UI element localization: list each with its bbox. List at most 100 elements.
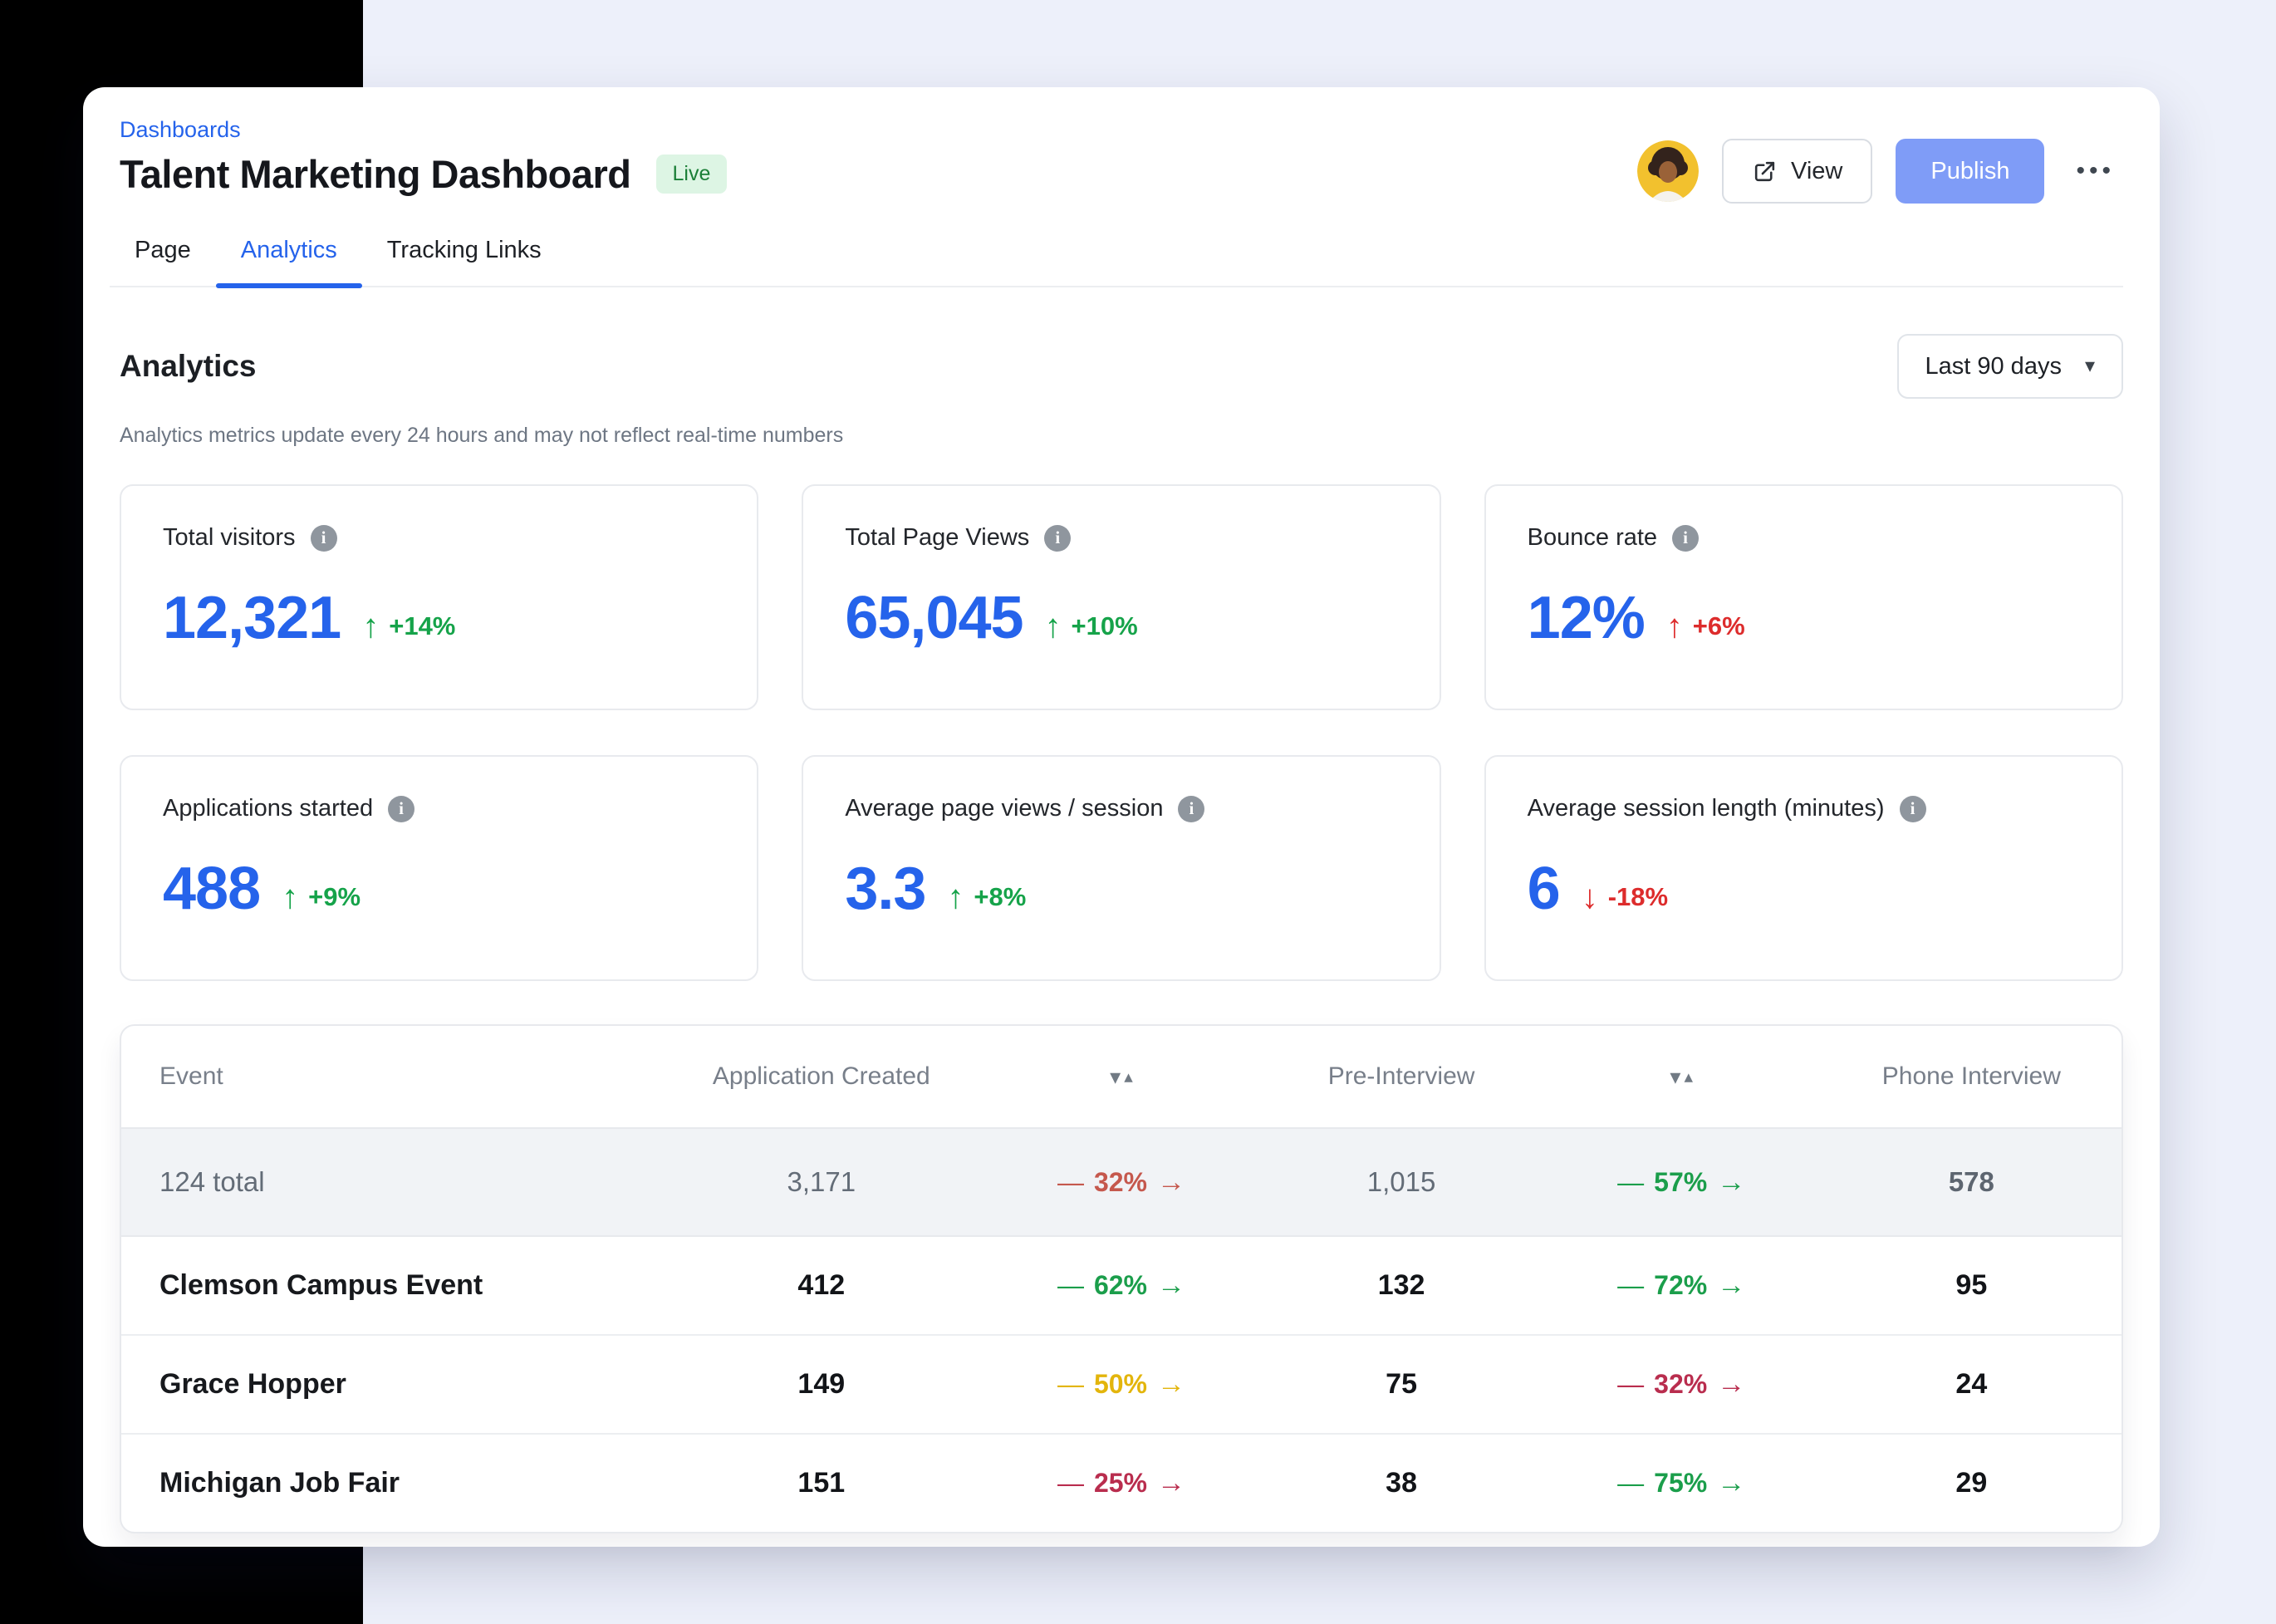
analytics-note: Analytics metrics update every 24 hours … [120, 424, 844, 447]
metric-value: 12,321 [163, 585, 341, 651]
column-header-application-created: Application Created [712, 1062, 930, 1090]
dash-icon: — [1057, 1468, 1084, 1498]
table-total-row: 124 total 3,171 —32% → 1,015 —57% → 578 [121, 1127, 2121, 1237]
trend-arrow-icon: ↑ [1665, 608, 1683, 645]
total-conversion-1: —32% → [1057, 1165, 1185, 1198]
tab-bar: Page Analytics Tracking Links [110, 237, 2123, 288]
info-icon[interactable]: i [1672, 524, 1700, 552]
sort-icon[interactable]: ▾ ▴ [1110, 1064, 1133, 1089]
dash-icon: — [1057, 1369, 1084, 1399]
metric-cards-grid: Total visitors i 12,321 ↑ +14% Total Pag… [120, 484, 2123, 981]
trend-arrow-icon: ↑ [947, 879, 964, 915]
application-created-value: 412 [797, 1269, 846, 1301]
dash-icon: — [1057, 1166, 1084, 1197]
header-left: Dashboards Talent Marketing Dashboard Li… [120, 117, 728, 197]
publish-button[interactable]: Publish [1896, 139, 2045, 204]
header-actions: View Publish ••• [1637, 139, 2123, 204]
dash-icon: — [1617, 1468, 1645, 1498]
ellipsis-icon: ••• [2076, 157, 2115, 184]
dash-icon: — [1617, 1270, 1645, 1300]
view-button[interactable]: View [1722, 139, 1873, 204]
metric-card: Average session length (minutes) i 6 ↓ -… [1484, 755, 2123, 981]
metric-label: Total visitors [163, 524, 296, 551]
status-badge: Live [655, 155, 728, 194]
event-name: Grace Hopper [159, 1368, 346, 1400]
arrow-right-icon: → [1717, 1165, 1746, 1198]
conversion-2: —32% → [1617, 1368, 1746, 1400]
info-icon[interactable]: i [1178, 795, 1205, 822]
metric-delta-value: +9% [308, 882, 361, 911]
metric-delta: ↑ +9% [282, 881, 361, 914]
total-label: 124 total [159, 1166, 265, 1197]
metric-delta-value: +6% [1692, 611, 1745, 640]
phone-interview-value: 24 [1955, 1368, 1988, 1400]
tab-page[interactable]: Page [135, 237, 191, 263]
pre-interview-value: 38 [1386, 1467, 1417, 1499]
metric-value: 3.3 [845, 856, 926, 922]
info-icon[interactable]: i [1044, 524, 1072, 552]
conversion-1: —62% → [1057, 1269, 1185, 1301]
event-name: Clemson Campus Event [159, 1269, 483, 1301]
external-link-icon [1754, 161, 1775, 181]
info-icon[interactable]: i [1899, 795, 1926, 822]
page-header: Dashboards Talent Marketing Dashboard Li… [120, 87, 2123, 204]
dashboard-panel: Dashboards Talent Marketing Dashboard Li… [83, 87, 2160, 1547]
arrow-right-icon: → [1717, 1269, 1746, 1301]
events-table: Event Application Created ▾ ▴ Pre-Intervi… [120, 1024, 2123, 1533]
date-range-dropdown[interactable]: Last 90 days ▾ [1896, 334, 2123, 399]
arrow-right-icon: → [1717, 1467, 1746, 1499]
chevron-down-icon: ▾ [2084, 355, 2095, 377]
metric-card: Total Page Views i 65,045 ↑ +10% [802, 484, 1441, 710]
total-phone-interview: 578 [1948, 1166, 1994, 1197]
event-name: Michigan Job Fair [159, 1467, 400, 1499]
metric-card: Average page views / session i 3.3 ↑ +8% [802, 755, 1441, 981]
metric-delta: ↓ -18% [1582, 881, 1668, 914]
metric-delta: ↑ +14% [362, 610, 455, 643]
info-icon[interactable]: i [310, 524, 337, 552]
sort-icon[interactable]: ▾ ▴ [1670, 1064, 1693, 1089]
arrow-right-icon: → [1157, 1467, 1185, 1499]
metric-value: 6 [1527, 856, 1561, 922]
tab-tracking-links[interactable]: Tracking Links [386, 237, 542, 263]
total-conversion-2: —57% → [1617, 1165, 1746, 1198]
more-menu-button[interactable]: ••• [2068, 139, 2123, 204]
table-row[interactable]: Michigan Job Fair 151 —25% → 38 —75% → 29 [121, 1433, 2121, 1532]
metric-delta-value: -18% [1607, 882, 1669, 911]
metric-delta: ↑ +6% [1666, 610, 1745, 643]
metric-value: 12% [1527, 585, 1646, 651]
metric-card: Total visitors i 12,321 ↑ +14% [120, 484, 759, 710]
pre-interview-value: 132 [1377, 1269, 1425, 1301]
dash-icon: — [1057, 1270, 1084, 1300]
metric-delta-value: +10% [1071, 611, 1138, 640]
metric-card: Bounce rate i 12% ↑ +6% [1484, 484, 2123, 710]
tab-analytics[interactable]: Analytics [215, 237, 362, 288]
metric-label: Bounce rate [1527, 524, 1658, 551]
arrow-right-icon: → [1157, 1368, 1185, 1400]
table-row[interactable]: Grace Hopper 149 —50% → 75 —32% → 24 [121, 1334, 2121, 1433]
metric-label: Average page views / session [845, 795, 1164, 822]
pre-interview-value: 75 [1386, 1368, 1417, 1400]
arrow-right-icon: → [1157, 1165, 1185, 1198]
arrow-right-icon: → [1717, 1368, 1746, 1400]
column-header-pre-interview: Pre-Interview [1327, 1062, 1475, 1090]
metric-value: 488 [163, 856, 261, 922]
application-created-value: 149 [797, 1368, 846, 1400]
application-created-value: 151 [797, 1467, 846, 1499]
metric-delta-value: +8% [974, 882, 1027, 911]
conversion-2: —75% → [1617, 1467, 1746, 1499]
metric-card: Applications started i 488 ↑ +9% [120, 755, 759, 981]
breadcrumb[interactable]: Dashboards [120, 117, 241, 142]
view-button-label: View [1791, 157, 1843, 184]
metric-delta: ↑ +8% [947, 881, 1026, 914]
total-application-created: 3,171 [787, 1166, 856, 1197]
table-body: Clemson Campus Event 412 —62% → 132 —72% →… [121, 1237, 2121, 1532]
phone-interview-value: 95 [1955, 1269, 1988, 1301]
arrow-right-icon: → [1157, 1269, 1185, 1301]
trend-arrow-icon: ↑ [1044, 608, 1062, 645]
date-range-value: Last 90 days [1925, 352, 2062, 380]
page-title: Talent Marketing Dashboard [120, 152, 631, 196]
avatar[interactable] [1637, 140, 1700, 202]
info-icon[interactable]: i [388, 795, 415, 822]
column-header-event: Event [159, 1062, 223, 1090]
table-row[interactable]: Clemson Campus Event 412 —62% → 132 —72% →… [121, 1237, 2121, 1334]
